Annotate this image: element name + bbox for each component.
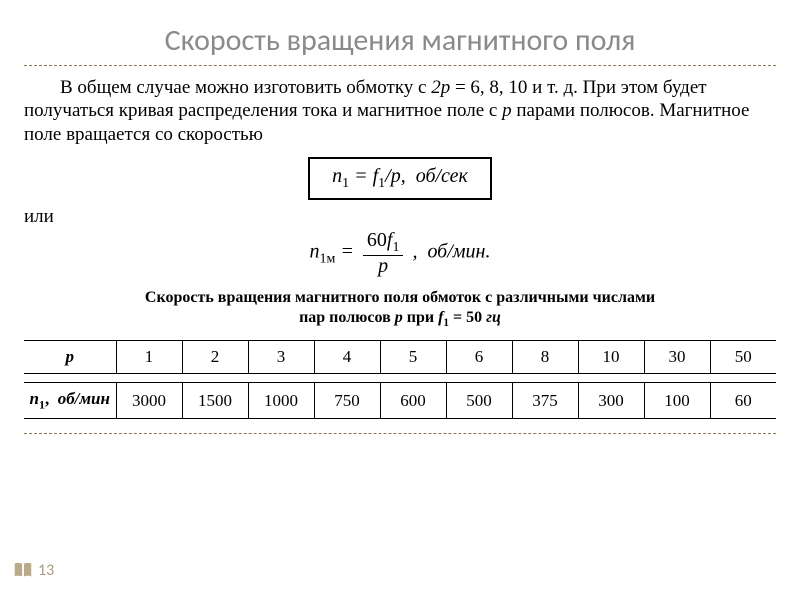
boxed-formula: n1 = f1/p, об/сек xyxy=(24,157,776,200)
book-icon xyxy=(12,559,34,586)
table-cell: 6 xyxy=(446,340,512,373)
table-cell: 5 xyxy=(380,340,446,373)
table-cell: 1000 xyxy=(248,382,314,418)
or-word: или xyxy=(24,206,776,228)
table-cell: 500 xyxy=(446,382,512,418)
divider-bottom xyxy=(24,433,776,434)
table-cell: 100 xyxy=(644,382,710,418)
table-cell: 10 xyxy=(578,340,644,373)
table-cell: 8 xyxy=(512,340,578,373)
table-cell: 300 xyxy=(578,382,644,418)
table-cell: 1500 xyxy=(182,382,248,418)
table-cell: 4 xyxy=(314,340,380,373)
table-cell: 30 xyxy=(644,340,710,373)
table-cell: 60 xyxy=(710,382,776,418)
table-cell: 50 xyxy=(710,340,776,373)
table-cell: 375 xyxy=(512,382,578,418)
table-cell: 2 xyxy=(182,340,248,373)
table-row-n1: n1, об/мин 3000 1500 1000 750 600 500 37… xyxy=(24,382,776,418)
page-number: 13 xyxy=(38,561,54,580)
intro-paragraph: В общем случае можно изготовить обмотку … xyxy=(24,76,776,147)
data-table: p 1 2 3 4 5 6 8 10 30 50 n1, об/мин 3000… xyxy=(24,340,776,419)
table-row-p: p 1 2 3 4 5 6 8 10 30 50 xyxy=(24,340,776,373)
divider-top xyxy=(24,65,776,66)
table-cell: 600 xyxy=(380,382,446,418)
fraction-formula: n1м = 60f1 p , об/мин. xyxy=(24,230,776,276)
table-caption: Скорость вращения магнитного поля обмото… xyxy=(24,288,776,330)
table-cell: 750 xyxy=(314,382,380,418)
table-caption-line1: Скорость вращения магнитного поля обмото… xyxy=(145,289,655,306)
slide-title: Скорость вращения магнитного поля xyxy=(24,24,776,59)
table-cell: 3 xyxy=(248,340,314,373)
table-cell: 1 xyxy=(116,340,182,373)
table-cell: 3000 xyxy=(116,382,182,418)
